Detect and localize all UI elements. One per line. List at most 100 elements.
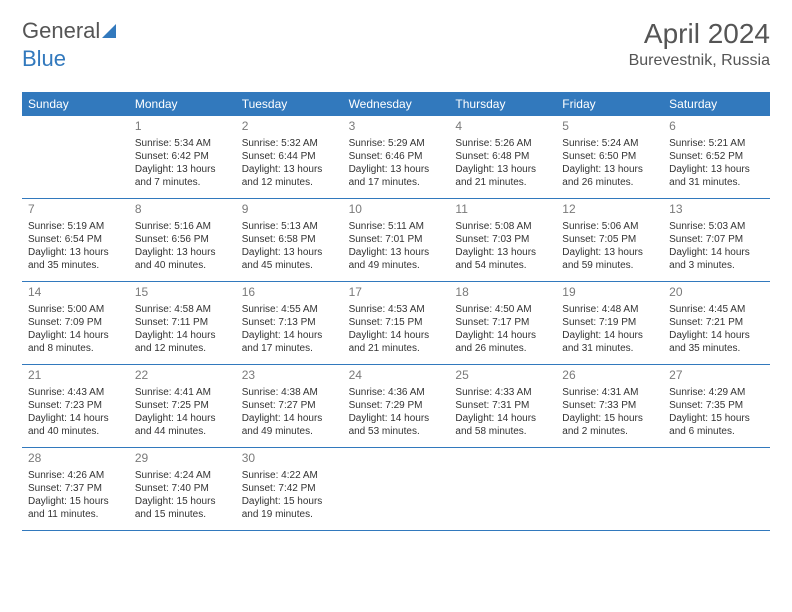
daylight-line: Daylight: 14 hours and 17 minutes. <box>242 329 337 355</box>
daylight-line: Daylight: 13 hours and 54 minutes. <box>455 246 550 272</box>
sunset-line: Sunset: 7:42 PM <box>242 482 337 495</box>
sunrise-line: Sunrise: 5:34 AM <box>135 137 230 150</box>
day-number: 28 <box>28 451 123 467</box>
daylight-line: Daylight: 15 hours and 19 minutes. <box>242 495 337 521</box>
sunset-line: Sunset: 7:03 PM <box>455 233 550 246</box>
day-header: Sunday <box>22 92 129 116</box>
day-cell: 8Sunrise: 5:16 AMSunset: 6:56 PMDaylight… <box>129 199 236 281</box>
day-cell: 20Sunrise: 4:45 AMSunset: 7:21 PMDayligh… <box>663 282 770 364</box>
daylight-line: Daylight: 13 hours and 12 minutes. <box>242 163 337 189</box>
sunset-line: Sunset: 7:40 PM <box>135 482 230 495</box>
day-cell: 19Sunrise: 4:48 AMSunset: 7:19 PMDayligh… <box>556 282 663 364</box>
sunrise-line: Sunrise: 5:32 AM <box>242 137 337 150</box>
day-cell: 12Sunrise: 5:06 AMSunset: 7:05 PMDayligh… <box>556 199 663 281</box>
sunset-line: Sunset: 6:50 PM <box>562 150 657 163</box>
logo-text-2: Blue <box>22 46 770 72</box>
daylight-line: Daylight: 14 hours and 58 minutes. <box>455 412 550 438</box>
day-number: 5 <box>562 119 657 135</box>
daylight-line: Daylight: 14 hours and 31 minutes. <box>562 329 657 355</box>
day-number: 10 <box>349 202 444 218</box>
sunset-line: Sunset: 7:37 PM <box>28 482 123 495</box>
daylight-line: Daylight: 13 hours and 49 minutes. <box>349 246 444 272</box>
day-cell: 16Sunrise: 4:55 AMSunset: 7:13 PMDayligh… <box>236 282 343 364</box>
sunrise-line: Sunrise: 5:24 AM <box>562 137 657 150</box>
day-header: Tuesday <box>236 92 343 116</box>
sunrise-line: Sunrise: 4:24 AM <box>135 469 230 482</box>
day-header: Thursday <box>449 92 556 116</box>
sunset-line: Sunset: 7:11 PM <box>135 316 230 329</box>
sunrise-line: Sunrise: 5:13 AM <box>242 220 337 233</box>
day-header: Wednesday <box>343 92 450 116</box>
day-cell: 10Sunrise: 5:11 AMSunset: 7:01 PMDayligh… <box>343 199 450 281</box>
daylight-line: Daylight: 15 hours and 11 minutes. <box>28 495 123 521</box>
sunrise-line: Sunrise: 5:06 AM <box>562 220 657 233</box>
sunset-line: Sunset: 7:13 PM <box>242 316 337 329</box>
week-row: 7Sunrise: 5:19 AMSunset: 6:54 PMDaylight… <box>22 199 770 282</box>
day-number: 15 <box>135 285 230 301</box>
day-cell: 11Sunrise: 5:08 AMSunset: 7:03 PMDayligh… <box>449 199 556 281</box>
daylight-line: Daylight: 14 hours and 21 minutes. <box>349 329 444 355</box>
day-number: 2 <box>242 119 337 135</box>
day-number: 23 <box>242 368 337 384</box>
sunrise-line: Sunrise: 4:31 AM <box>562 386 657 399</box>
day-number: 24 <box>349 368 444 384</box>
day-cell: 6Sunrise: 5:21 AMSunset: 6:52 PMDaylight… <box>663 116 770 198</box>
sunset-line: Sunset: 6:48 PM <box>455 150 550 163</box>
sunrise-line: Sunrise: 4:55 AM <box>242 303 337 316</box>
sunset-line: Sunset: 6:56 PM <box>135 233 230 246</box>
day-number: 17 <box>349 285 444 301</box>
day-cell: 3Sunrise: 5:29 AMSunset: 6:46 PMDaylight… <box>343 116 450 198</box>
sunrise-line: Sunrise: 5:29 AM <box>349 137 444 150</box>
daylight-line: Daylight: 14 hours and 40 minutes. <box>28 412 123 438</box>
sunset-line: Sunset: 7:29 PM <box>349 399 444 412</box>
daylight-line: Daylight: 13 hours and 45 minutes. <box>242 246 337 272</box>
daylight-line: Daylight: 13 hours and 21 minutes. <box>455 163 550 189</box>
day-number: 7 <box>28 202 123 218</box>
sunset-line: Sunset: 7:07 PM <box>669 233 764 246</box>
logo: General <box>22 18 116 44</box>
sunrise-line: Sunrise: 4:50 AM <box>455 303 550 316</box>
day-cell: 22Sunrise: 4:41 AMSunset: 7:25 PMDayligh… <box>129 365 236 447</box>
daylight-line: Daylight: 15 hours and 15 minutes. <box>135 495 230 521</box>
day-header: Saturday <box>663 92 770 116</box>
daylight-line: Daylight: 13 hours and 26 minutes. <box>562 163 657 189</box>
day-number: 21 <box>28 368 123 384</box>
day-number: 12 <box>562 202 657 218</box>
day-cell: 29Sunrise: 4:24 AMSunset: 7:40 PMDayligh… <box>129 448 236 530</box>
day-cell: 9Sunrise: 5:13 AMSunset: 6:58 PMDaylight… <box>236 199 343 281</box>
day-number: 20 <box>669 285 764 301</box>
day-number: 1 <box>135 119 230 135</box>
sunrise-line: Sunrise: 4:58 AM <box>135 303 230 316</box>
sunset-line: Sunset: 7:25 PM <box>135 399 230 412</box>
day-header: Friday <box>556 92 663 116</box>
daylight-line: Daylight: 14 hours and 35 minutes. <box>669 329 764 355</box>
day-cell <box>22 116 129 198</box>
sunset-line: Sunset: 7:05 PM <box>562 233 657 246</box>
day-cell: 23Sunrise: 4:38 AMSunset: 7:27 PMDayligh… <box>236 365 343 447</box>
daylight-line: Daylight: 15 hours and 6 minutes. <box>669 412 764 438</box>
sunrise-line: Sunrise: 5:11 AM <box>349 220 444 233</box>
daylight-line: Daylight: 14 hours and 3 minutes. <box>669 246 764 272</box>
day-number: 26 <box>562 368 657 384</box>
sunrise-line: Sunrise: 4:36 AM <box>349 386 444 399</box>
daylight-line: Daylight: 14 hours and 8 minutes. <box>28 329 123 355</box>
day-header: Monday <box>129 92 236 116</box>
sunset-line: Sunset: 7:35 PM <box>669 399 764 412</box>
logo-text-1: General <box>22 18 100 44</box>
sunset-line: Sunset: 6:54 PM <box>28 233 123 246</box>
day-number: 9 <box>242 202 337 218</box>
day-cell: 14Sunrise: 5:00 AMSunset: 7:09 PMDayligh… <box>22 282 129 364</box>
day-cell <box>449 448 556 530</box>
sunrise-line: Sunrise: 4:29 AM <box>669 386 764 399</box>
sunset-line: Sunset: 7:31 PM <box>455 399 550 412</box>
sunset-line: Sunset: 7:27 PM <box>242 399 337 412</box>
sunset-line: Sunset: 7:33 PM <box>562 399 657 412</box>
daylight-line: Daylight: 14 hours and 12 minutes. <box>135 329 230 355</box>
day-number: 19 <box>562 285 657 301</box>
day-cell <box>663 448 770 530</box>
day-cell: 27Sunrise: 4:29 AMSunset: 7:35 PMDayligh… <box>663 365 770 447</box>
day-cell: 28Sunrise: 4:26 AMSunset: 7:37 PMDayligh… <box>22 448 129 530</box>
daylight-line: Daylight: 13 hours and 35 minutes. <box>28 246 123 272</box>
daylight-line: Daylight: 14 hours and 49 minutes. <box>242 412 337 438</box>
day-number: 3 <box>349 119 444 135</box>
